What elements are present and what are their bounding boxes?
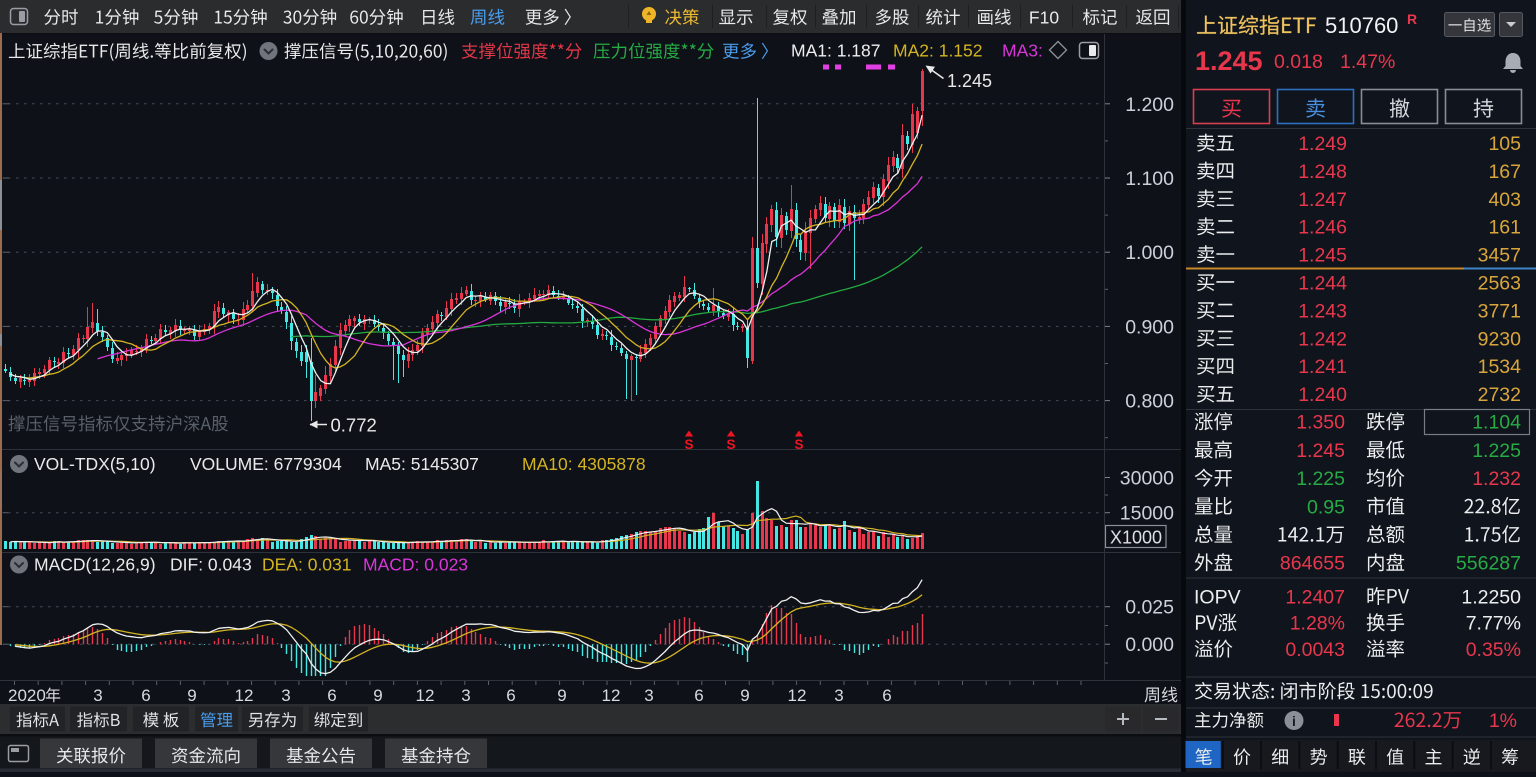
svg-text:1.243: 1.243: [1298, 300, 1347, 322]
svg-text:1.2407: 1.2407: [1285, 586, 1345, 608]
svg-text:1.47%: 1.47%: [1340, 51, 1395, 73]
svg-text:2020: 2020: [8, 686, 46, 705]
svg-text:1.245: 1.245: [1195, 46, 1263, 76]
svg-text:864655: 864655: [1280, 553, 1345, 575]
svg-text:1.245: 1.245: [1298, 245, 1347, 267]
svg-text:MACD: 0.023: MACD: 0.023: [363, 555, 468, 575]
svg-text:1.242: 1.242: [1298, 328, 1347, 350]
svg-text:6: 6: [141, 686, 150, 705]
svg-text:VOL-TDX(5,10): VOL-TDX(5,10): [34, 454, 156, 474]
svg-text:9: 9: [557, 686, 566, 705]
svg-text:1.28%: 1.28%: [1290, 613, 1345, 635]
svg-text:1.246: 1.246: [1298, 217, 1347, 239]
svg-text:0.018: 0.018: [1274, 51, 1323, 73]
svg-text:7.77%: 7.77%: [1466, 613, 1521, 635]
svg-text:3771: 3771: [1478, 300, 1521, 322]
svg-text:6: 6: [506, 686, 515, 705]
svg-text:MACD(12,26,9): MACD(12,26,9): [34, 555, 156, 575]
svg-text:DIF: 0.043: DIF: 0.043: [170, 555, 252, 575]
svg-text:1.248: 1.248: [1298, 161, 1347, 183]
svg-text:1.225: 1.225: [1296, 468, 1345, 490]
svg-text:3: 3: [644, 686, 653, 705]
svg-text:IOPV: IOPV: [1194, 586, 1241, 608]
svg-text:1534: 1534: [1478, 356, 1522, 378]
svg-text:1.241: 1.241: [1298, 356, 1347, 378]
svg-text:12: 12: [602, 686, 621, 705]
svg-text:1.240: 1.240: [1298, 384, 1347, 406]
svg-text:15000: 15000: [1120, 503, 1174, 525]
svg-text:1.104: 1.104: [1472, 412, 1521, 434]
svg-text:DEA: 0.031: DEA: 0.031: [262, 555, 352, 575]
svg-text:403: 403: [1488, 189, 1521, 211]
svg-text:0.000: 0.000: [1125, 634, 1174, 656]
svg-text:12: 12: [416, 686, 435, 705]
svg-text:MA2: 1.152: MA2: 1.152: [893, 41, 983, 61]
svg-text:510760: 510760: [1325, 13, 1398, 38]
svg-text:MA5: 5145307: MA5: 5145307: [365, 454, 479, 474]
svg-text:R: R: [1407, 11, 1417, 27]
svg-text:3: 3: [281, 686, 290, 705]
svg-text:3: 3: [461, 686, 470, 705]
svg-text:F10: F10: [1029, 8, 1059, 28]
svg-text:3457: 3457: [1478, 245, 1521, 267]
svg-text:1.247: 1.247: [1298, 189, 1347, 211]
svg-text:0.900: 0.900: [1125, 316, 1174, 338]
svg-text:1.350: 1.350: [1296, 412, 1345, 434]
svg-text:2563: 2563: [1478, 273, 1521, 295]
svg-text:167: 167: [1488, 161, 1521, 183]
svg-text:0.35%: 0.35%: [1466, 639, 1521, 661]
svg-text:0.0043: 0.0043: [1285, 639, 1345, 661]
svg-text:1.245: 1.245: [1296, 440, 1345, 462]
svg-text:S: S: [684, 437, 693, 452]
svg-text:VOLUME: 6779304: VOLUME: 6779304: [190, 454, 342, 474]
svg-text:1.245: 1.245: [947, 71, 992, 91]
svg-text:3: 3: [93, 686, 102, 705]
svg-text:0.025: 0.025: [1125, 597, 1174, 619]
svg-text:1%: 1%: [1489, 710, 1517, 732]
svg-text:1.244: 1.244: [1298, 273, 1347, 295]
svg-text:MA1: 1.187: MA1: 1.187: [791, 41, 881, 61]
svg-text:0.95: 0.95: [1307, 496, 1345, 518]
svg-text:2732: 2732: [1478, 384, 1521, 406]
svg-text:1.000: 1.000: [1125, 242, 1174, 264]
svg-text:12: 12: [235, 686, 254, 705]
svg-text:0.772: 0.772: [331, 415, 377, 436]
svg-text:6: 6: [882, 686, 891, 705]
svg-text:1.2250: 1.2250: [1461, 586, 1521, 608]
svg-text:30000: 30000: [1120, 468, 1174, 490]
svg-text:3: 3: [834, 686, 843, 705]
svg-text:MA10: 4305878: MA10: 4305878: [522, 454, 646, 474]
svg-text:9: 9: [187, 686, 196, 705]
svg-text:S: S: [726, 437, 735, 452]
svg-text:1.100: 1.100: [1125, 168, 1174, 190]
svg-text:6: 6: [327, 686, 336, 705]
svg-text:9: 9: [740, 686, 749, 705]
svg-text:161: 161: [1488, 217, 1521, 239]
svg-text:105: 105: [1488, 133, 1521, 155]
svg-text:1.232: 1.232: [1472, 468, 1521, 490]
svg-text:MA3:: MA3:: [1002, 41, 1043, 61]
svg-text:0.800: 0.800: [1125, 391, 1174, 413]
svg-text:1.200: 1.200: [1125, 94, 1174, 116]
svg-text:i: i: [1292, 713, 1296, 729]
svg-text:X1000: X1000: [1110, 528, 1162, 548]
svg-text:9230: 9230: [1478, 328, 1522, 350]
svg-text:S: S: [794, 437, 803, 452]
svg-text:12: 12: [788, 686, 807, 705]
svg-text:556287: 556287: [1456, 553, 1521, 575]
svg-text:1.225: 1.225: [1472, 440, 1521, 462]
svg-text:6: 6: [694, 686, 703, 705]
svg-text:9: 9: [373, 686, 382, 705]
svg-text:1.249: 1.249: [1298, 133, 1347, 155]
